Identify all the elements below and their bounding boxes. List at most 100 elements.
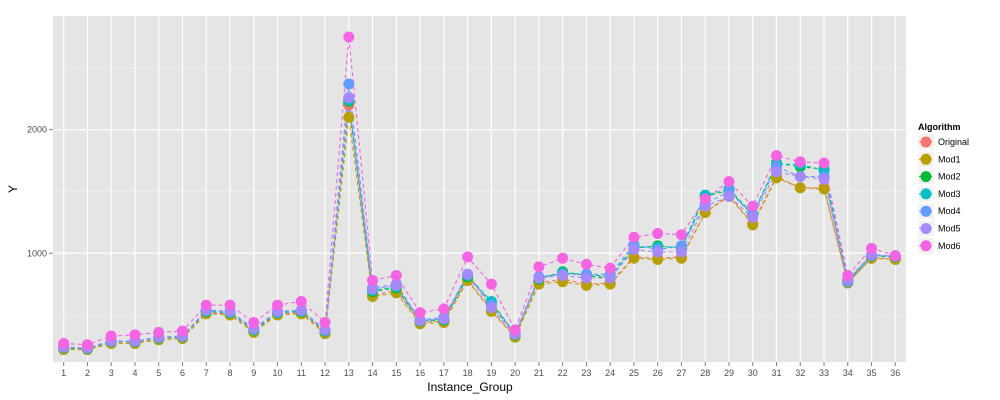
legend-key-dot [920, 240, 932, 252]
x-tick-label: 15 [391, 368, 401, 378]
x-tick-label: 29 [724, 368, 734, 378]
legend-key-dot [920, 188, 932, 200]
x-tick-label: 30 [748, 368, 758, 378]
data-point-mod6 [723, 176, 735, 188]
data-point-mod5 [675, 246, 687, 258]
data-point-mod6 [367, 274, 379, 286]
plot-panel [53, 16, 906, 362]
x-tick-label: 18 [463, 368, 473, 378]
x-axis-title: Instance_Group [427, 380, 513, 394]
y-tick-label: 1000 [27, 248, 47, 258]
data-point-mod6 [580, 258, 592, 270]
y-axis-title: Y [6, 185, 20, 193]
legend-key-dot [920, 205, 932, 217]
data-point-mod6 [462, 251, 474, 263]
data-point-mod6 [248, 316, 260, 328]
x-tick-label: 17 [439, 368, 449, 378]
data-point-mod5 [580, 272, 592, 284]
legend-item-mod5: Mod5 [917, 220, 961, 237]
x-tick-label: 28 [700, 368, 710, 378]
data-point-mod6 [200, 299, 212, 311]
data-point-mod5 [723, 190, 735, 202]
x-tick-label: 31 [771, 368, 781, 378]
data-point-mod1 [628, 252, 640, 264]
x-tick-label: 22 [558, 368, 568, 378]
legend-key-dot [920, 171, 932, 183]
legend-item-mod4: Mod4 [917, 202, 961, 220]
x-tick-label: 2 [85, 368, 90, 378]
data-point-mod6 [604, 262, 616, 274]
x-tick-label: 35 [867, 368, 877, 378]
series-line-mod1 [63, 117, 896, 351]
data-point-mod6 [105, 330, 117, 342]
data-point-mod6 [699, 193, 711, 205]
data-point-mod6 [842, 270, 854, 281]
x-tick-label: 34 [843, 368, 853, 378]
x-tick-label: 11 [297, 368, 306, 378]
x-tick-label: 20 [510, 368, 520, 378]
data-point-mod6 [129, 329, 141, 341]
data-point-mod6 [533, 261, 545, 273]
data-point-mod6 [818, 157, 830, 169]
data-point-mod6 [628, 231, 640, 243]
data-point-mod4 [343, 78, 355, 90]
x-tick-label: 1 [61, 368, 66, 378]
x-tick-label: 9 [251, 368, 256, 378]
grid-lines [53, 16, 906, 362]
data-point-mod5 [295, 304, 307, 316]
x-tick-label: 25 [629, 368, 639, 378]
legend: Algorithm Original Mod1 Mod2 Mod3 Mod4 Mod5 Mo… [917, 122, 969, 255]
x-tick-label: 21 [534, 368, 544, 378]
x-tick-label: 26 [653, 368, 663, 378]
legend-item-mod1: Mod1 [917, 151, 961, 168]
legend-label: Mod4 [938, 206, 961, 216]
series-group [58, 31, 901, 356]
x-tick-label: 24 [605, 368, 615, 378]
x-tick-label: 4 [132, 368, 137, 378]
data-point-mod5 [557, 270, 569, 281]
x-tick-label: 8 [228, 368, 233, 378]
data-point-mod6 [176, 325, 188, 337]
x-tick-label: 32 [795, 368, 805, 378]
x-tick-label: 36 [890, 368, 900, 378]
data-point-mod6 [343, 31, 355, 43]
legend-label: Mod5 [938, 224, 961, 234]
data-point-mod6 [557, 252, 569, 264]
data-point-mod6 [675, 229, 687, 241]
x-tick-label: 5 [156, 368, 161, 378]
data-point-mod6 [889, 250, 901, 262]
legend-key-dot [920, 153, 932, 165]
data-point-mod5 [794, 171, 806, 183]
x-tick-label: 27 [676, 368, 686, 378]
data-point-mod6 [81, 339, 93, 351]
x-tick-label: 16 [415, 368, 425, 378]
legend-item-mod3: Mod3 [917, 185, 961, 203]
data-point-mod6 [224, 299, 236, 311]
data-point-mod6 [794, 156, 806, 168]
data-point-mod5 [771, 166, 783, 178]
legend-item-original: Original [917, 133, 969, 151]
legend-key-dot [920, 223, 932, 234]
data-point-mod6 [747, 200, 759, 212]
legend-title: Algorithm [918, 122, 961, 132]
data-point-mod1 [818, 183, 830, 195]
data-point-mod6 [485, 278, 497, 290]
x-tick-label: 3 [109, 368, 114, 378]
data-point-mod6 [390, 270, 402, 281]
x-tick-label: 23 [581, 368, 591, 378]
x-tick-label: 12 [320, 368, 330, 378]
x-tick-label: 33 [819, 368, 829, 378]
x-tick-label: 13 [344, 368, 354, 378]
data-point-mod5 [438, 313, 450, 325]
data-point-mod5 [747, 211, 759, 223]
data-point-mod6 [652, 227, 664, 239]
data-point-mod6 [319, 316, 331, 328]
data-point-mod5 [485, 302, 497, 314]
legend-label: Original [938, 137, 969, 147]
data-point-mod5 [414, 315, 426, 327]
data-point-mod5 [818, 173, 830, 185]
data-point-mod5 [462, 268, 474, 280]
data-point-mod1 [343, 111, 355, 123]
data-point-mod5 [533, 272, 545, 284]
